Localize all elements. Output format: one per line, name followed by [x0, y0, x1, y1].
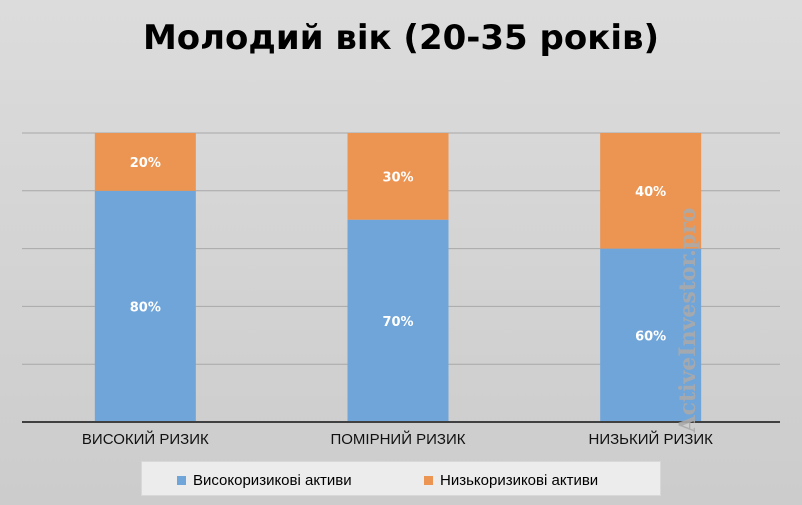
legend-label-high: Високоризикові активи — [193, 472, 352, 489]
data-label: 20% — [130, 156, 161, 171]
bar-segment — [347, 219, 449, 422]
bar-segment — [94, 190, 196, 422]
chart-title: Молодий вік (20-35 років) — [142, 18, 660, 58]
bar-segment — [600, 248, 702, 422]
x-tick-label: НИЗЬКИЙ РИЗИК — [588, 430, 713, 448]
data-label: 60% — [635, 329, 666, 344]
bar-segment — [94, 133, 196, 191]
bar-segment — [600, 133, 702, 249]
x-tick-label: ВИСОКИЙ РИЗИК — [82, 430, 209, 448]
data-label: 70% — [382, 315, 413, 330]
x-tick-label: ПОМІРНИЙ РИЗИК — [330, 430, 465, 448]
legend-label-low: Низькоризикові активи — [440, 472, 599, 489]
legend-swatch-high — [177, 476, 186, 485]
legend-swatch-low — [424, 476, 433, 485]
data-label: 30% — [382, 170, 413, 185]
data-label: 40% — [635, 185, 666, 200]
data-label: 80% — [130, 300, 161, 315]
watermark-text: ActiveInvestor.pro — [675, 207, 701, 433]
chart-legend: Високоризикові активи Низькоризикові акт… — [141, 461, 661, 496]
bar-segment — [347, 133, 449, 220]
